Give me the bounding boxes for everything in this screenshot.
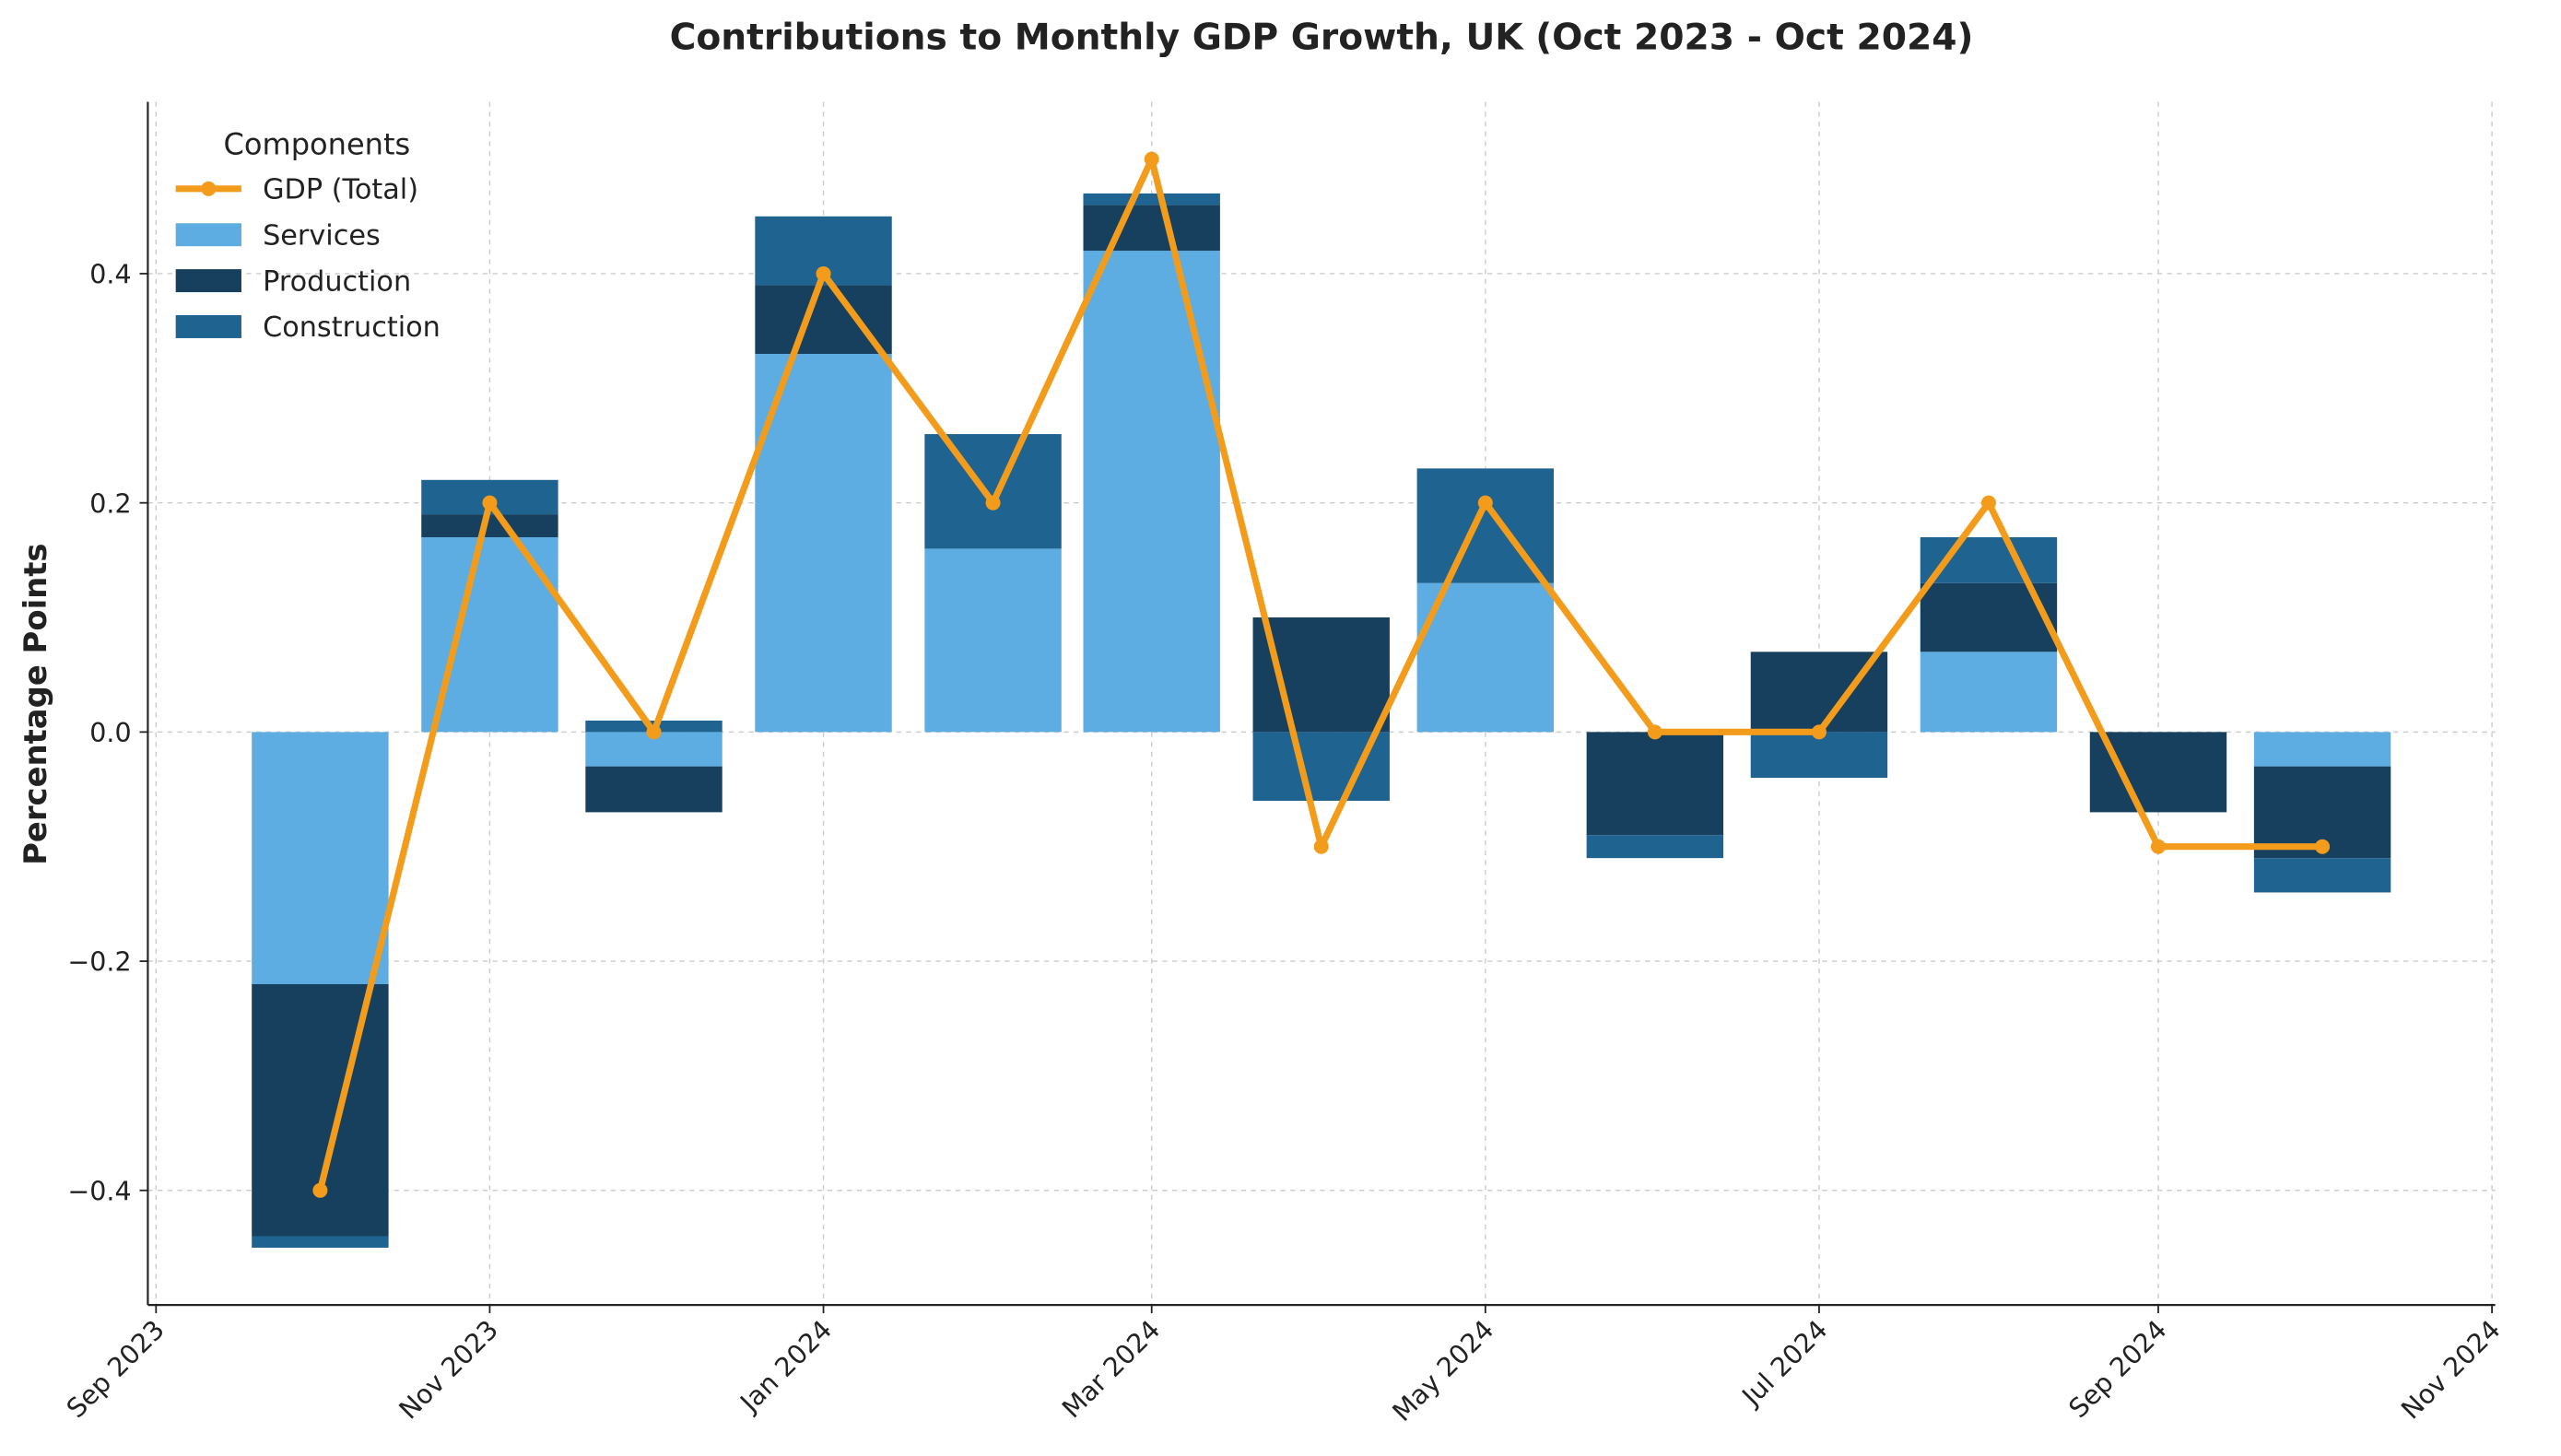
legend-swatch <box>201 181 217 196</box>
gdp-point <box>2315 839 2331 854</box>
legend-swatch <box>175 269 241 293</box>
bar-segment <box>1083 251 1220 733</box>
gdp-point <box>816 265 831 281</box>
gdp-point <box>482 495 498 511</box>
bar-segment <box>755 285 892 355</box>
x-tick-label: Sep 2024 <box>2063 1314 2173 1424</box>
gdp-point <box>1144 151 1159 167</box>
bar-segment <box>252 1236 389 1248</box>
chart-title: Contributions to Monthly GDP Growth, UK … <box>670 17 1974 58</box>
y-tick-label: 0.4 <box>89 260 131 290</box>
bar-segment <box>924 434 1062 549</box>
legend-label: GDP (Total) <box>263 174 418 206</box>
bar-segment <box>421 514 558 537</box>
gdp-point <box>985 495 1001 511</box>
gdp-point <box>1477 495 1493 511</box>
bar-segment <box>1252 732 1390 801</box>
bar-segment <box>2089 732 2227 813</box>
gdp-point <box>1980 495 1996 511</box>
bar-segment <box>252 732 389 984</box>
bar-segment <box>1750 732 1888 779</box>
gdp-point <box>1313 839 1329 854</box>
bar-segment <box>1920 536 2058 583</box>
bar-segment <box>2253 732 2391 767</box>
gdp-point <box>2150 839 2166 854</box>
x-tick-label: Jul 2024 <box>1735 1314 1834 1413</box>
bar-segment <box>1083 193 1220 205</box>
bar-segment <box>924 548 1062 733</box>
legend-label: Services <box>263 219 381 252</box>
y-axis-label: Percentage Points <box>18 543 53 864</box>
legend-swatch <box>175 223 241 247</box>
y-tick-label: 0.0 <box>89 718 131 748</box>
x-tick-label: Nov 2023 <box>394 1314 504 1425</box>
y-tick-label: 0.2 <box>89 488 131 519</box>
bar-segment <box>252 983 389 1237</box>
legend-label: Production <box>263 265 411 298</box>
legend-label: Construction <box>263 311 441 344</box>
bar-segment <box>1920 652 2058 733</box>
bar-segment <box>1252 617 1390 733</box>
bar-segment <box>1416 582 1555 733</box>
x-tick-label: Jan 2024 <box>734 1314 839 1419</box>
bar-segment <box>1586 835 1724 859</box>
legend-title: Components <box>224 126 411 161</box>
gdp-point <box>1647 724 1662 740</box>
y-tick-label: −0.4 <box>67 1176 131 1206</box>
bar-segment <box>2253 858 2391 893</box>
bar-segment <box>755 354 892 733</box>
x-tick-label: Nov 2024 <box>2395 1314 2506 1425</box>
bar-segment <box>585 766 722 813</box>
legend-swatch <box>175 315 241 338</box>
gdp-point <box>312 1182 328 1198</box>
gdp-point <box>646 724 662 740</box>
x-tick-label: Sep 2023 <box>61 1314 170 1424</box>
bar-segment <box>1083 205 1220 252</box>
bar-segment <box>1586 732 1724 836</box>
x-tick-label: May 2024 <box>1387 1314 1500 1427</box>
gdp-point <box>1811 724 1827 740</box>
x-tick-label: Mar 2024 <box>1056 1314 1166 1424</box>
y-tick-label: −0.2 <box>67 947 131 978</box>
